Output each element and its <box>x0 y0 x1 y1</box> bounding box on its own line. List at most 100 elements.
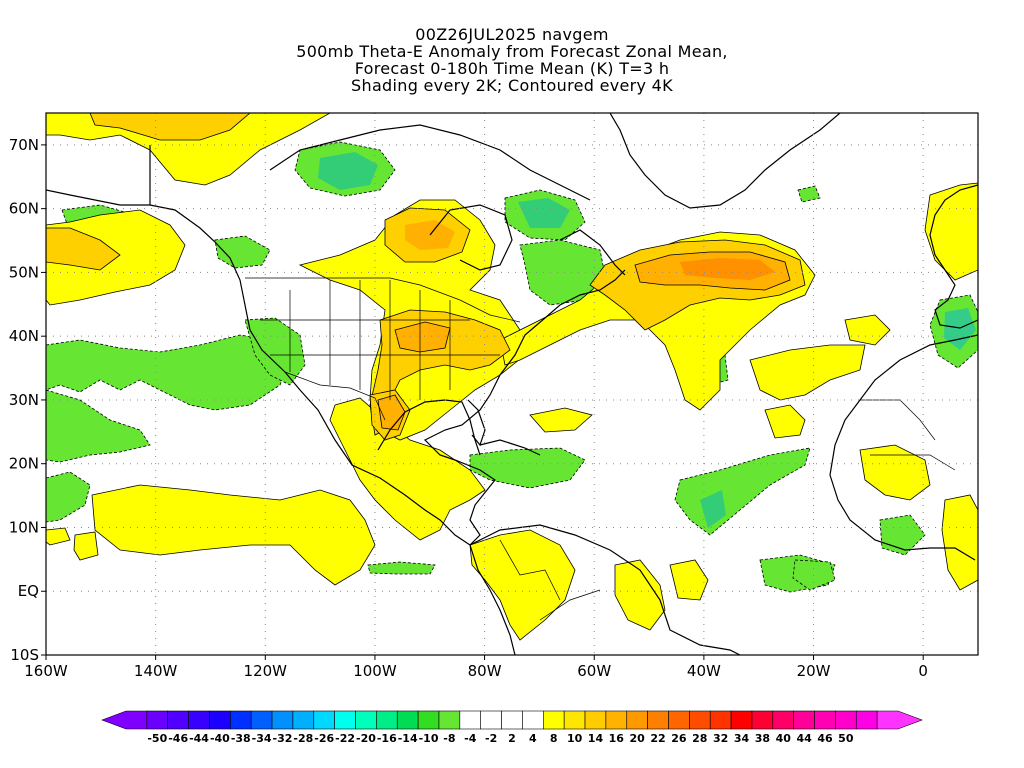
lon-tick-label: 80W <box>468 662 502 680</box>
colorbar-label: 20 <box>630 732 646 745</box>
lon-tick-label: 20W <box>797 662 831 680</box>
lon-tick-label: 140W <box>134 662 178 680</box>
colorbar-swatch <box>751 710 774 730</box>
colorbar-label: 22 <box>650 732 665 745</box>
lat-tick-label: 40N <box>9 327 39 345</box>
lat-tick-label: 10S <box>10 646 39 664</box>
colorbar-swatch <box>417 710 440 730</box>
colorbar-label: -16 <box>377 732 397 745</box>
anomaly-core-arctic-canada <box>318 152 378 190</box>
colorbar-label: -40 <box>210 732 230 745</box>
lat-axis: 70N 60N 50N 40N 30N 20N 10N EQ 10S <box>9 136 46 664</box>
border-us-canada <box>245 277 521 323</box>
colorbar-label: -50 <box>147 732 167 745</box>
colorbar-swatch <box>584 710 607 730</box>
colorbar-swatch <box>230 710 252 730</box>
anomaly-region-equatorial-pacific-negative <box>367 561 436 575</box>
colorbar-swatch <box>668 710 690 730</box>
map-plot-area <box>46 113 978 655</box>
coastline-cuba <box>479 439 541 456</box>
colorbar-swatch <box>501 710 523 730</box>
lon-tick-label: 120W <box>244 662 288 680</box>
colorbar-swatch <box>480 710 502 730</box>
colorbar-swatch <box>835 710 857 730</box>
lat-tick-label: 70N <box>9 136 39 154</box>
anomaly-region-east-atlantic-positive <box>764 404 806 439</box>
anomaly-region-tropical-atlantic-negative <box>674 447 811 536</box>
colorbar-swatch <box>542 710 565 730</box>
lon-tick-label: 160W <box>24 662 68 680</box>
coastline-greenland <box>609 113 841 209</box>
anomaly-region-greenland-sea-negative <box>797 185 821 203</box>
colorbar-swatch <box>101 710 148 730</box>
colorbar-label: 46 <box>817 732 833 745</box>
anomaly-region-brazil-positive <box>614 559 666 631</box>
colorbar-label: 14 <box>588 732 604 745</box>
coastline-africa <box>829 334 978 561</box>
colorbar-swatch <box>355 710 377 730</box>
colorbar-label: -22 <box>335 732 355 745</box>
lon-axis: 160W 140W 120W 100W 80W 60W 40W 20W 0 <box>24 655 928 680</box>
colorbar-label: 10 <box>567 732 583 745</box>
political-borders <box>149 145 956 621</box>
anomaly-peak-central-us <box>394 321 451 353</box>
title-line-2: 500mb Theta-E Anomaly from Forecast Zona… <box>296 42 728 61</box>
colorbar-label: 32 <box>713 732 728 745</box>
colorbar-swatch <box>146 710 169 730</box>
colorbar-swatch <box>396 710 419 730</box>
colorbar-swatch <box>376 710 398 730</box>
colorbar-label: -44 <box>189 732 209 745</box>
colorbar-swatch <box>855 710 878 730</box>
lat-tick-label: 30N <box>9 391 39 409</box>
colorbar-label: 50 <box>838 732 854 745</box>
colorbar-label: -38 <box>231 732 251 745</box>
anomaly-region-south-atlantic-positive <box>669 559 709 601</box>
colorbar-label: 4 <box>529 732 537 745</box>
lon-tick-label: 100W <box>353 662 397 680</box>
colorbar-label: -14 <box>398 732 418 745</box>
colorbar-label: -8 <box>443 732 455 745</box>
colorbar-label: -34 <box>252 732 272 745</box>
anomaly-core-iberia <box>944 308 976 350</box>
colorbar-swatch <box>522 710 544 730</box>
anomaly-region-quebec-negative <box>519 239 606 306</box>
colorbar-swatch <box>876 710 923 730</box>
title-line-1: 00Z26JUL2025 navgem <box>415 25 609 44</box>
border-us-states <box>260 280 500 400</box>
coastline-hudson-bay <box>429 204 513 271</box>
colorbar-label: 38 <box>755 732 770 745</box>
colorbar-label: -4 <box>464 732 477 745</box>
anomaly-core-north-pacific <box>46 227 121 271</box>
coastline-south-america <box>469 524 741 655</box>
anomaly-region-east-pacific-negative <box>46 334 291 411</box>
coastline-europe <box>929 184 978 329</box>
anomaly-region-pacific-small-positive <box>73 531 99 561</box>
colorbar-swatch <box>334 710 356 730</box>
anomaly-peak-texas <box>377 394 406 431</box>
colorbar-swatch <box>313 710 335 730</box>
lon-tick-label: 60W <box>577 662 611 680</box>
colorbar-label: -28 <box>293 732 313 745</box>
colorbar-swatch <box>626 710 648 730</box>
colorbar-swatch <box>709 710 732 730</box>
colorbar-swatch <box>292 710 315 730</box>
anomaly-region-subtropical-pacific-positive <box>91 484 376 586</box>
colorbar-swatch <box>167 710 189 730</box>
lat-tick-label: 60N <box>9 200 39 218</box>
plot-frame <box>45 112 979 656</box>
coastline-south-america-west <box>469 544 516 655</box>
anomaly-region-caribbean-negative <box>469 447 586 489</box>
colorbar-swatch <box>814 710 836 730</box>
anomaly-region-east-pacific-small-positive <box>46 527 71 546</box>
anomaly-core-hudson <box>518 198 570 228</box>
colorbar-swatch <box>188 710 210 730</box>
coastline-alaska <box>46 145 151 206</box>
colorbar-label: -26 <box>314 732 334 745</box>
colorbar-label: 40 <box>776 732 792 745</box>
title-line-3: Forecast 0-180h Time Mean (K) T=3 h <box>354 59 670 78</box>
colorbar-label: -10 <box>419 732 439 745</box>
anomaly-region-azores-positive <box>749 344 866 401</box>
title-block: 00Z26JUL2025 navgem 500mb Theta-E Anomal… <box>0 26 1024 94</box>
colorbar-swatch <box>730 710 753 730</box>
